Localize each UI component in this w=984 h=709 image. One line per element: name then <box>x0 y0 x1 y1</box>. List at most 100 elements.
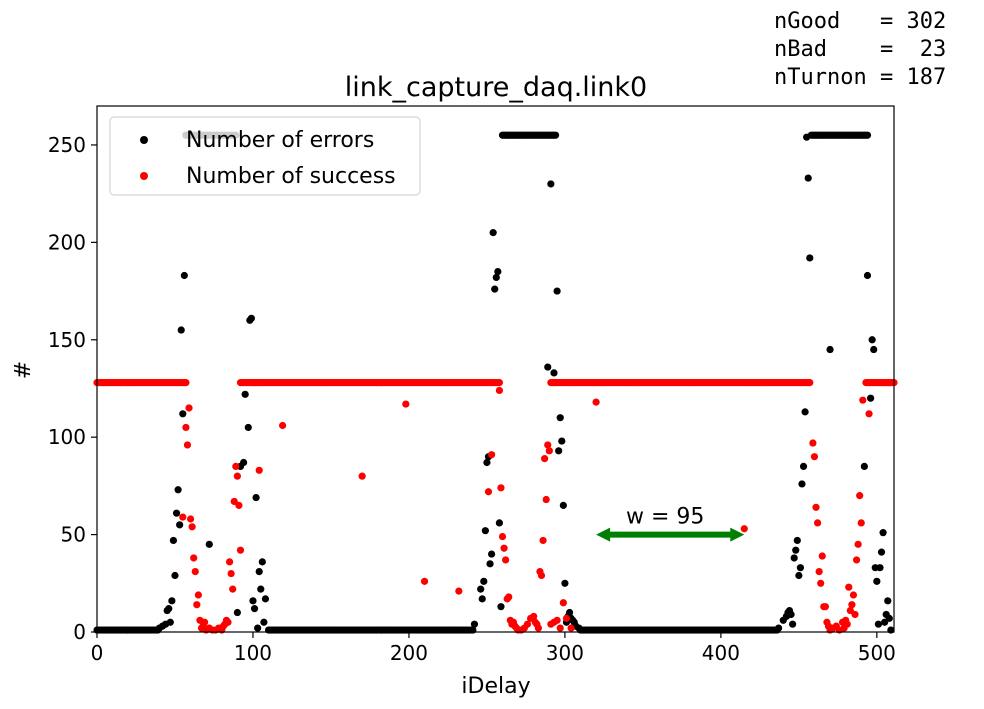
data-point <box>502 556 510 564</box>
data-point <box>851 610 859 619</box>
data-point <box>555 447 563 455</box>
data-point <box>544 441 552 449</box>
data-point <box>165 605 173 613</box>
data-point <box>812 503 820 511</box>
data-point <box>478 595 486 603</box>
data-point <box>534 624 542 632</box>
data-point <box>484 488 493 496</box>
y-axis-label: # <box>11 361 36 379</box>
data-point <box>470 620 479 628</box>
ngood-stat: nGood = 302 <box>774 9 947 34</box>
data-point <box>491 285 499 293</box>
data-point <box>852 556 861 564</box>
data-point <box>815 568 823 576</box>
data-point <box>575 624 583 632</box>
y-axis-ticks: 0 50 100 150 200 250 <box>48 133 97 644</box>
x-tick-label: 500 <box>858 641 896 665</box>
data-point <box>821 603 829 611</box>
data-point <box>804 174 812 182</box>
data-point <box>789 620 797 628</box>
data-point <box>495 519 503 527</box>
data-point <box>254 624 262 632</box>
data-point <box>874 620 883 628</box>
data-point <box>740 525 748 533</box>
data-point <box>166 618 174 626</box>
data-point <box>810 453 819 461</box>
width-annotation: w = 95 <box>596 505 745 542</box>
data-point <box>171 571 179 580</box>
legend-box <box>109 116 421 196</box>
data-point <box>868 336 876 344</box>
data-point <box>182 379 190 387</box>
data-point <box>180 271 188 280</box>
data-point <box>801 408 809 416</box>
x-tick-label: 200 <box>390 641 428 665</box>
data-point <box>241 390 249 398</box>
data-point <box>806 379 814 387</box>
y-tick-label: 200 <box>48 230 86 254</box>
data-point <box>488 451 496 459</box>
data-point <box>279 421 287 430</box>
data-point <box>247 314 256 322</box>
data-point <box>877 548 886 556</box>
data-point <box>559 599 567 607</box>
data-point <box>486 560 494 568</box>
data-point <box>567 624 575 632</box>
data-point <box>545 447 553 455</box>
x-tick-label: 400 <box>702 641 740 665</box>
data-point <box>179 513 187 521</box>
data-point <box>233 472 241 480</box>
data-point <box>863 271 872 280</box>
data-point <box>205 540 213 548</box>
data-point <box>489 229 497 237</box>
data-point <box>481 527 489 535</box>
y-tick-label: 0 <box>73 620 86 644</box>
data-point <box>530 612 538 621</box>
data-point <box>227 569 235 578</box>
y-tick-label: 250 <box>48 133 86 157</box>
data-point <box>806 254 814 262</box>
data-point <box>169 536 178 545</box>
data-point <box>542 495 550 504</box>
data-point <box>480 577 488 585</box>
data-point <box>537 571 546 580</box>
data-point <box>194 591 202 599</box>
data-point <box>592 398 600 406</box>
chart-title: link_capture_daq.link0 <box>345 72 647 103</box>
data-point <box>553 616 561 624</box>
data-point <box>774 624 783 632</box>
data-point <box>224 618 232 626</box>
data-point <box>358 472 366 480</box>
data-point <box>185 404 193 412</box>
data-point <box>539 536 547 545</box>
x-tick-label: 100 <box>234 641 272 665</box>
arrow-head-left <box>596 527 611 542</box>
data-point <box>494 267 502 276</box>
data-point <box>556 624 564 632</box>
data-point <box>455 587 463 595</box>
data-point <box>255 568 263 576</box>
legend-label: Number of success <box>186 164 396 189</box>
data-point <box>179 410 187 418</box>
x-tick-label: 300 <box>546 641 584 665</box>
data-point <box>859 396 867 404</box>
data-point <box>843 620 851 628</box>
data-point <box>258 558 266 566</box>
data-point <box>541 455 549 463</box>
data-point <box>845 583 853 591</box>
y-tick-label: 50 <box>61 523 86 547</box>
data-point <box>799 462 808 471</box>
data-point <box>190 554 198 562</box>
data-point <box>495 386 503 395</box>
data-point <box>249 597 257 605</box>
data-point <box>867 394 875 402</box>
data-point <box>848 601 856 609</box>
data-point <box>798 480 806 488</box>
nturnon-stat: nTurnon = 187 <box>774 65 947 90</box>
data-point <box>497 603 505 611</box>
data-point <box>483 458 491 467</box>
data-point <box>870 345 878 354</box>
data-point <box>261 595 270 603</box>
data-point <box>497 484 505 492</box>
